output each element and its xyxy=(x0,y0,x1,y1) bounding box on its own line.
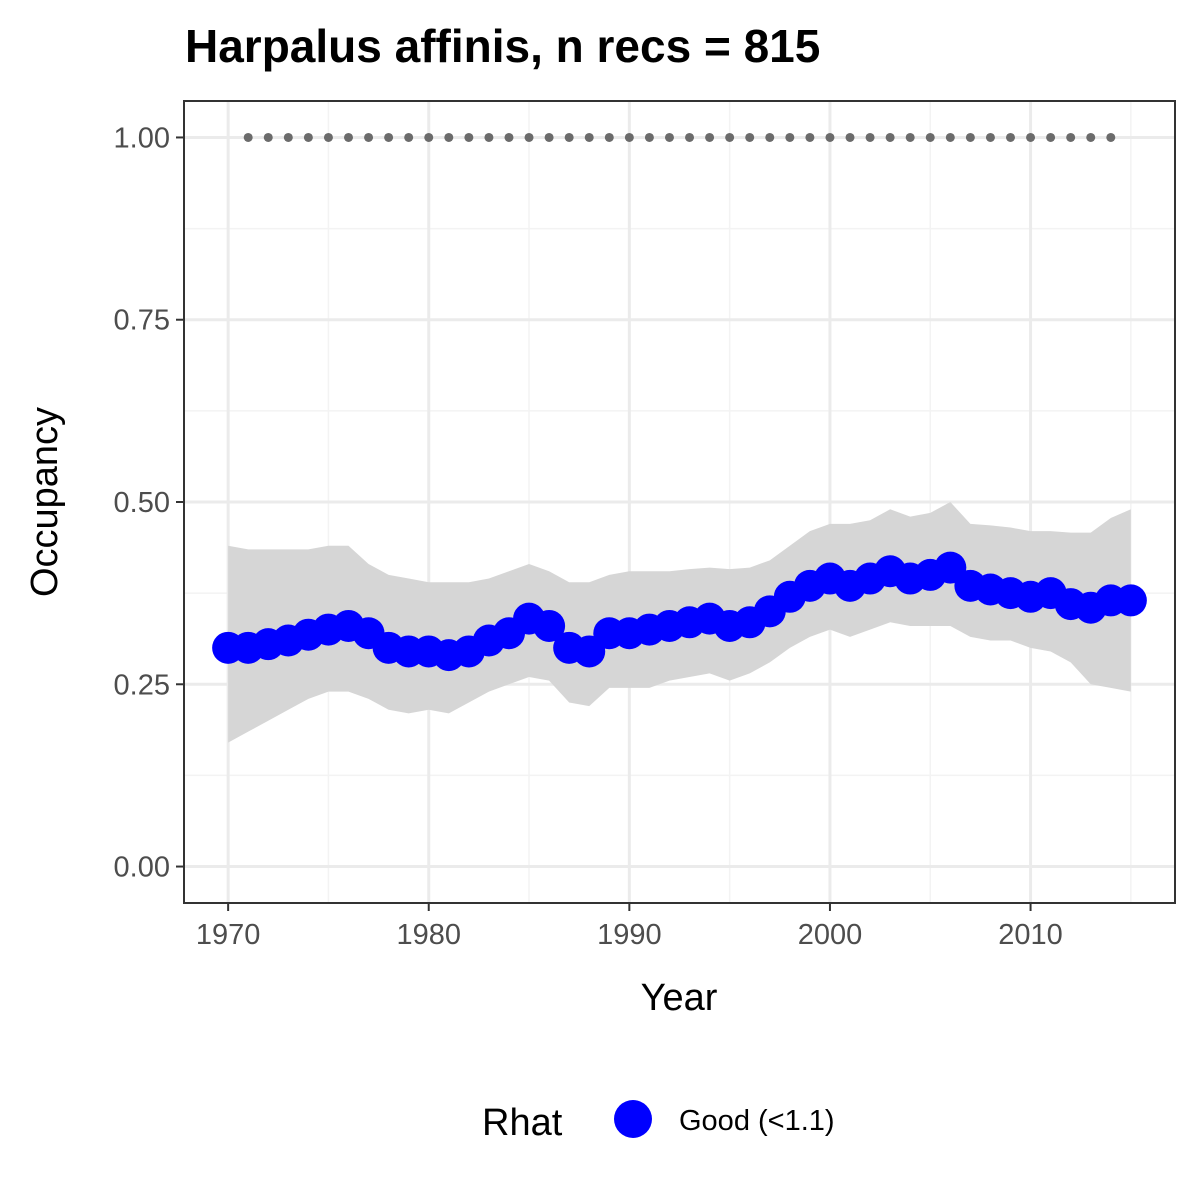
reference-point xyxy=(745,132,755,142)
y-axis: 0.00 0.25 0.50 0.75 1.00 xyxy=(114,122,184,884)
reference-point xyxy=(564,132,574,142)
occupancy-points xyxy=(212,551,1147,672)
x-tick-label: 1970 xyxy=(196,919,261,951)
reference-point xyxy=(283,132,293,142)
x-axis: 1970 1980 1990 2000 2010 xyxy=(196,903,1063,951)
reference-point xyxy=(1086,132,1096,142)
reference-point xyxy=(484,132,494,142)
x-tick-label: 2010 xyxy=(998,919,1063,951)
legend: Rhat Good (<1.1) xyxy=(482,1100,835,1144)
reference-point xyxy=(825,132,835,142)
y-axis-title: Occupancy xyxy=(24,407,66,597)
reference-point xyxy=(925,132,935,142)
reference-point xyxy=(263,132,273,142)
legend-label-good: Good (<1.1) xyxy=(679,1105,835,1137)
reference-point xyxy=(845,132,855,142)
data-point xyxy=(1114,584,1147,617)
reference-point xyxy=(243,132,253,142)
reference-point xyxy=(364,132,374,142)
reference-point xyxy=(323,132,333,142)
y-tick-label: 0.00 xyxy=(114,852,170,884)
reference-point xyxy=(504,132,514,142)
reference-point xyxy=(584,132,594,142)
reference-point xyxy=(965,132,975,142)
reference-point xyxy=(865,132,875,142)
reference-point xyxy=(905,132,915,142)
reference-point xyxy=(725,132,735,142)
chart-title: Harpalus affinis, n recs = 815 xyxy=(185,20,820,72)
reference-point xyxy=(604,132,614,142)
x-tick-label: 1980 xyxy=(396,919,461,951)
y-tick-label: 1.00 xyxy=(114,122,170,154)
reference-point xyxy=(444,132,454,142)
reference-point xyxy=(464,132,474,142)
reference-point xyxy=(544,132,554,142)
reference-point xyxy=(384,132,394,142)
reference-point xyxy=(1006,132,1016,142)
y-tick-label: 0.25 xyxy=(114,669,170,701)
reference-point xyxy=(1066,132,1076,142)
x-tick-label: 2000 xyxy=(798,919,863,951)
reference-point xyxy=(705,132,715,142)
reference-point xyxy=(664,132,674,142)
reference-points xyxy=(243,132,1116,142)
data-point xyxy=(533,609,566,642)
reference-point xyxy=(985,132,995,142)
reference-point xyxy=(945,132,955,142)
reference-point xyxy=(524,132,534,142)
reference-point xyxy=(885,132,895,142)
reference-point xyxy=(805,132,815,142)
reference-point xyxy=(404,132,414,142)
reference-point xyxy=(343,132,353,142)
y-tick-label: 0.75 xyxy=(114,305,170,337)
reference-point xyxy=(644,132,654,142)
reference-point xyxy=(424,132,434,142)
reference-point xyxy=(303,132,313,142)
reference-point xyxy=(785,132,795,142)
reference-point xyxy=(685,132,695,142)
reference-point xyxy=(765,132,775,142)
reference-point xyxy=(1026,132,1036,142)
reference-point xyxy=(1046,132,1056,142)
y-tick-label: 0.50 xyxy=(114,487,170,519)
x-tick-label: 1990 xyxy=(597,919,662,951)
x-axis-title: Year xyxy=(641,977,718,1019)
reference-point xyxy=(1106,132,1116,142)
legend-key-good xyxy=(614,1100,652,1138)
reference-point xyxy=(624,132,634,142)
legend-title: Rhat xyxy=(482,1102,563,1144)
